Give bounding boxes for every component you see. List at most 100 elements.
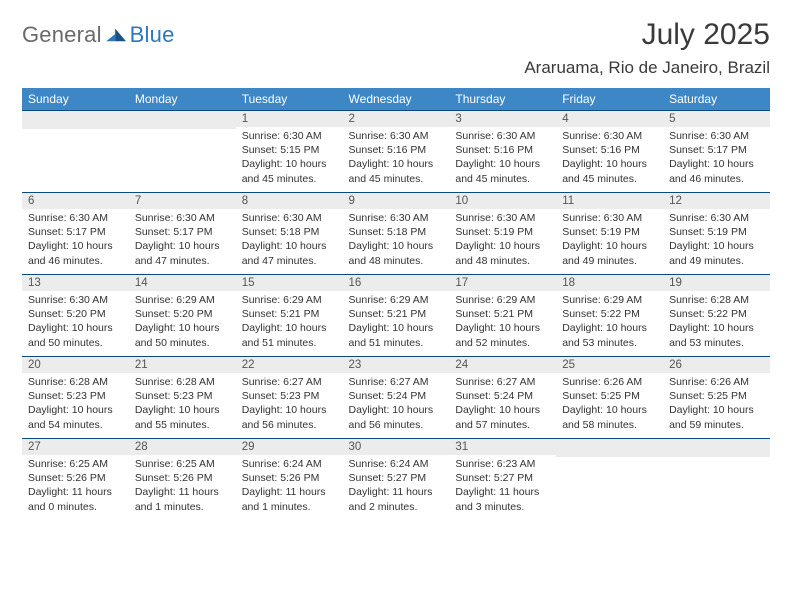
daylight-line-2: and 51 minutes.: [349, 336, 444, 350]
sunset-line: Sunset: 5:27 PM: [455, 471, 550, 485]
daylight-line-2: and 53 minutes.: [669, 336, 764, 350]
daylight-line-2: and 45 minutes.: [455, 172, 550, 186]
day-body: Sunrise: 6:27 AMSunset: 5:24 PMDaylight:…: [449, 373, 556, 436]
calendar-day-cell: 6Sunrise: 6:30 AMSunset: 5:17 PMDaylight…: [22, 193, 129, 275]
calendar-day-cell: 20Sunrise: 6:28 AMSunset: 5:23 PMDayligh…: [22, 357, 129, 439]
day-body: Sunrise: 6:27 AMSunset: 5:23 PMDaylight:…: [236, 373, 343, 436]
daylight-line-2: and 56 minutes.: [349, 418, 444, 432]
calendar-week-row: 1Sunrise: 6:30 AMSunset: 5:15 PMDaylight…: [22, 111, 770, 193]
day-body: Sunrise: 6:30 AMSunset: 5:19 PMDaylight:…: [556, 209, 663, 272]
sunset-line: Sunset: 5:17 PM: [135, 225, 230, 239]
daylight-line-2: and 59 minutes.: [669, 418, 764, 432]
daylight-line-1: Daylight: 11 hours: [242, 485, 337, 499]
day-number: 30: [343, 439, 450, 455]
daylight-line-1: Daylight: 10 hours: [562, 239, 657, 253]
day-body: Sunrise: 6:30 AMSunset: 5:16 PMDaylight:…: [343, 127, 450, 190]
calendar-day-cell: 21Sunrise: 6:28 AMSunset: 5:23 PMDayligh…: [129, 357, 236, 439]
day-body: Sunrise: 6:26 AMSunset: 5:25 PMDaylight:…: [556, 373, 663, 436]
sunset-line: Sunset: 5:27 PM: [349, 471, 444, 485]
calendar-day-cell: 3Sunrise: 6:30 AMSunset: 5:16 PMDaylight…: [449, 111, 556, 193]
sunset-line: Sunset: 5:24 PM: [349, 389, 444, 403]
daylight-line-1: Daylight: 10 hours: [455, 157, 550, 171]
daylight-line-2: and 45 minutes.: [562, 172, 657, 186]
sunset-line: Sunset: 5:25 PM: [669, 389, 764, 403]
daylight-line-1: Daylight: 10 hours: [242, 157, 337, 171]
sunset-line: Sunset: 5:23 PM: [135, 389, 230, 403]
day-body: Sunrise: 6:27 AMSunset: 5:24 PMDaylight:…: [343, 373, 450, 436]
daylight-line-1: Daylight: 10 hours: [135, 239, 230, 253]
daylight-line-2: and 45 minutes.: [349, 172, 444, 186]
sunrise-line: Sunrise: 6:27 AM: [242, 375, 337, 389]
daylight-line-1: Daylight: 10 hours: [349, 403, 444, 417]
day-number: 2: [343, 111, 450, 127]
brand-mark-icon: [106, 25, 128, 43]
calendar-day-cell: 4Sunrise: 6:30 AMSunset: 5:16 PMDaylight…: [556, 111, 663, 193]
sunrise-line: Sunrise: 6:30 AM: [349, 211, 444, 225]
calendar-day-cell: 31Sunrise: 6:23 AMSunset: 5:27 PMDayligh…: [449, 439, 556, 521]
day-number: 23: [343, 357, 450, 373]
sunrise-line: Sunrise: 6:30 AM: [135, 211, 230, 225]
day-number-empty: [663, 439, 770, 457]
weekday-header-row: SundayMondayTuesdayWednesdayThursdayFrid…: [22, 88, 770, 111]
calendar-week-row: 6Sunrise: 6:30 AMSunset: 5:17 PMDaylight…: [22, 193, 770, 275]
day-body: Sunrise: 6:30 AMSunset: 5:20 PMDaylight:…: [22, 291, 129, 354]
sunset-line: Sunset: 5:25 PM: [562, 389, 657, 403]
calendar-day-cell: 7Sunrise: 6:30 AMSunset: 5:17 PMDaylight…: [129, 193, 236, 275]
daylight-line-2: and 46 minutes.: [28, 254, 123, 268]
sunrise-line: Sunrise: 6:30 AM: [562, 211, 657, 225]
day-body: Sunrise: 6:29 AMSunset: 5:21 PMDaylight:…: [343, 291, 450, 354]
sunrise-line: Sunrise: 6:30 AM: [242, 211, 337, 225]
daylight-line-2: and 47 minutes.: [242, 254, 337, 268]
location-subtitle: Araruama, Rio de Janeiro, Brazil: [524, 58, 770, 78]
calendar-day-cell: 12Sunrise: 6:30 AMSunset: 5:19 PMDayligh…: [663, 193, 770, 275]
day-number: 1: [236, 111, 343, 127]
day-number: 17: [449, 275, 556, 291]
sunrise-line: Sunrise: 6:23 AM: [455, 457, 550, 471]
daylight-line-1: Daylight: 11 hours: [135, 485, 230, 499]
calendar-day-cell: 5Sunrise: 6:30 AMSunset: 5:17 PMDaylight…: [663, 111, 770, 193]
day-body: Sunrise: 6:29 AMSunset: 5:20 PMDaylight:…: [129, 291, 236, 354]
day-number: 19: [663, 275, 770, 291]
calendar-day-cell: [556, 439, 663, 521]
day-body: Sunrise: 6:29 AMSunset: 5:22 PMDaylight:…: [556, 291, 663, 354]
daylight-line-2: and 0 minutes.: [28, 500, 123, 514]
daylight-line-2: and 58 minutes.: [562, 418, 657, 432]
calendar-day-cell: 25Sunrise: 6:26 AMSunset: 5:25 PMDayligh…: [556, 357, 663, 439]
daylight-line-1: Daylight: 10 hours: [28, 321, 123, 335]
daylight-line-1: Daylight: 10 hours: [135, 321, 230, 335]
sunset-line: Sunset: 5:24 PM: [455, 389, 550, 403]
day-number: 14: [129, 275, 236, 291]
calendar-day-cell: 24Sunrise: 6:27 AMSunset: 5:24 PMDayligh…: [449, 357, 556, 439]
weekday-header: Saturday: [663, 88, 770, 111]
daylight-line-2: and 48 minutes.: [349, 254, 444, 268]
daylight-line-1: Daylight: 10 hours: [455, 239, 550, 253]
sunrise-line: Sunrise: 6:24 AM: [349, 457, 444, 471]
day-number: 4: [556, 111, 663, 127]
day-number: 3: [449, 111, 556, 127]
day-number: 25: [556, 357, 663, 373]
day-number: 13: [22, 275, 129, 291]
calendar-day-cell: 15Sunrise: 6:29 AMSunset: 5:21 PMDayligh…: [236, 275, 343, 357]
day-body: Sunrise: 6:30 AMSunset: 5:17 PMDaylight:…: [22, 209, 129, 272]
sunset-line: Sunset: 5:18 PM: [242, 225, 337, 239]
day-body: Sunrise: 6:30 AMSunset: 5:16 PMDaylight:…: [449, 127, 556, 190]
sunrise-line: Sunrise: 6:29 AM: [349, 293, 444, 307]
daylight-line-2: and 50 minutes.: [28, 336, 123, 350]
sunset-line: Sunset: 5:21 PM: [349, 307, 444, 321]
daylight-line-1: Daylight: 11 hours: [28, 485, 123, 499]
day-number: 31: [449, 439, 556, 455]
sunset-line: Sunset: 5:26 PM: [242, 471, 337, 485]
sunrise-line: Sunrise: 6:30 AM: [455, 129, 550, 143]
day-body: Sunrise: 6:25 AMSunset: 5:26 PMDaylight:…: [22, 455, 129, 518]
day-number: 21: [129, 357, 236, 373]
page-title: July 2025: [524, 18, 770, 52]
header: General Blue July 2025 Araruama, Rio de …: [22, 18, 770, 78]
day-number: 8: [236, 193, 343, 209]
day-body: Sunrise: 6:24 AMSunset: 5:26 PMDaylight:…: [236, 455, 343, 518]
sunset-line: Sunset: 5:22 PM: [562, 307, 657, 321]
day-body: Sunrise: 6:28 AMSunset: 5:23 PMDaylight:…: [22, 373, 129, 436]
daylight-line-2: and 49 minutes.: [562, 254, 657, 268]
brand-logo: General Blue: [22, 22, 175, 48]
sunrise-line: Sunrise: 6:26 AM: [669, 375, 764, 389]
sunrise-line: Sunrise: 6:28 AM: [28, 375, 123, 389]
